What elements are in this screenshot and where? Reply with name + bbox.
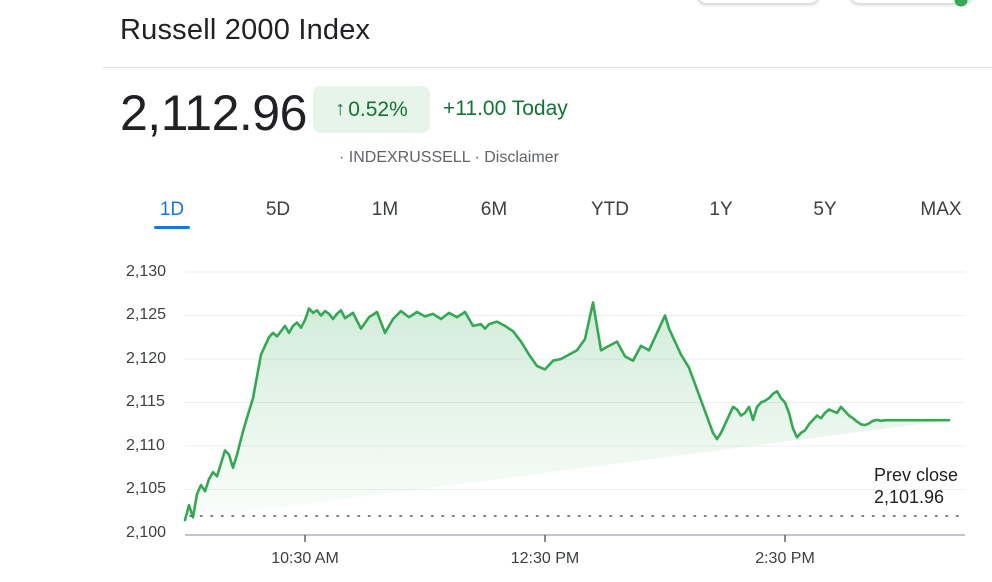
y-tick-label: 2,125 [126,306,167,323]
range-tabs: 1D 5D 1M 6M YTD 1Y 5Y MAX [0,199,992,233]
y-tick-label: 2,115 [126,393,165,410]
active-tab-indicator [154,226,190,229]
price-line [183,301,951,522]
prev-close-label: Prev close [874,465,959,485]
exchange-label: · INDEXRUSSELL [339,149,470,166]
y-tick-label: 2,120 [126,350,167,367]
tab-max[interactable]: MAX [920,199,962,220]
current-price: 2,112.96 [120,85,307,141]
title-divider [103,67,992,68]
meta-separator: · [470,149,485,166]
y-tick-label: 2,100 [126,524,167,541]
tab-1d[interactable]: 1D [159,199,185,220]
arrow-up-icon: ↑ [335,98,346,120]
tab-5y[interactable]: 5Y [813,199,837,220]
price-area [185,302,949,520]
tab-1m[interactable]: 1M [371,199,399,220]
tab-5d[interactable]: 5D [265,199,291,220]
tab-ytd[interactable]: YTD [591,199,629,220]
tab-6m[interactable]: 6M [480,199,508,220]
x-tick-label: 2:30 PM [755,550,815,567]
prev-close-annotation: Prev close 2,101.96 [874,464,958,508]
disclaimer-link[interactable]: Disclaimer [484,149,559,166]
y-tick-label: 2,110 [126,437,165,454]
quote-meta: · INDEXRUSSELL · Disclaimer [339,149,559,167]
x-tick-label: 10:30 AM [271,550,339,567]
change-today: +11.00 Today [443,97,568,120]
y-tick-label: 2,105 [126,480,167,497]
change-percent: 0.52% [348,97,408,121]
change-percent-badge: ↑ 0.52% [313,86,430,133]
tab-1y[interactable]: 1Y [709,199,733,220]
y-tick-label: 2,130 [126,263,167,280]
x-tick-label: 12:30 PM [510,550,580,567]
prev-close-value: 2,101.96 [874,487,945,507]
last-price-dot [954,0,968,7]
page-title: Russell 2000 Index [120,14,371,46]
x-axis [185,534,965,542]
